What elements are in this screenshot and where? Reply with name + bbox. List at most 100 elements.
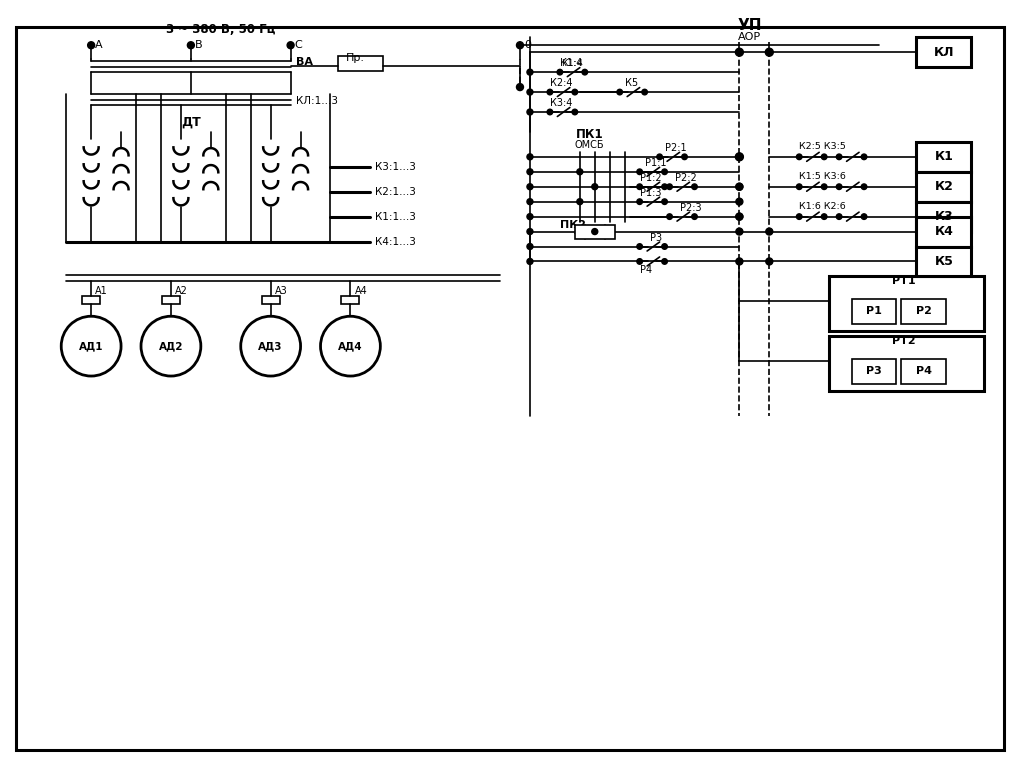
Text: К4: К4 — [934, 225, 954, 238]
Circle shape — [736, 213, 743, 220]
Circle shape — [836, 184, 842, 189]
Text: Пр.: Пр. — [345, 54, 365, 63]
Text: Р2: Р2 — [916, 307, 932, 317]
Circle shape — [241, 317, 300, 376]
Text: УП: УП — [737, 18, 761, 33]
Bar — [829, 336, 984, 391]
Circle shape — [527, 154, 532, 160]
Text: Р1:1: Р1:1 — [645, 158, 666, 168]
Circle shape — [765, 228, 773, 235]
Text: 3 ~ 380 В, 50 Гц: 3 ~ 380 В, 50 Гц — [167, 23, 276, 36]
Bar — [917, 142, 971, 171]
Circle shape — [736, 183, 743, 190]
Text: В: В — [195, 40, 202, 50]
Text: А3: А3 — [275, 286, 287, 296]
Bar — [901, 359, 946, 383]
Bar — [341, 296, 360, 304]
Circle shape — [527, 89, 532, 95]
Circle shape — [637, 258, 643, 265]
Circle shape — [765, 258, 773, 265]
Circle shape — [682, 154, 688, 160]
Circle shape — [527, 199, 532, 205]
Circle shape — [572, 109, 577, 115]
Circle shape — [187, 42, 194, 49]
Circle shape — [547, 89, 553, 95]
Text: АД1: АД1 — [79, 341, 103, 352]
Circle shape — [796, 154, 802, 160]
Circle shape — [141, 317, 201, 376]
Text: С: С — [294, 40, 303, 50]
Circle shape — [736, 228, 743, 235]
Circle shape — [637, 184, 643, 189]
Bar — [829, 276, 984, 331]
Circle shape — [796, 184, 802, 189]
Circle shape — [527, 213, 532, 220]
Text: К1:4: К1:4 — [560, 58, 583, 68]
Circle shape — [592, 184, 598, 189]
Text: К3:1...3: К3:1...3 — [375, 161, 416, 171]
Circle shape — [736, 48, 743, 56]
Text: А1: А1 — [95, 286, 108, 296]
Bar — [917, 247, 971, 276]
Text: К2:5 К3:5: К2:5 К3:5 — [799, 142, 846, 151]
Circle shape — [617, 89, 622, 95]
Text: АД2: АД2 — [158, 341, 183, 352]
Circle shape — [662, 169, 667, 175]
Circle shape — [527, 258, 532, 265]
Text: Р3: Р3 — [866, 366, 882, 376]
Circle shape — [516, 42, 523, 49]
Circle shape — [666, 214, 672, 220]
Circle shape — [657, 154, 662, 160]
Circle shape — [582, 69, 588, 75]
Circle shape — [576, 169, 583, 175]
Text: 0: 0 — [524, 40, 531, 50]
Circle shape — [642, 89, 647, 95]
Text: ПК2: ПК2 — [560, 220, 586, 230]
Circle shape — [662, 258, 667, 265]
Circle shape — [557, 69, 563, 75]
Circle shape — [765, 48, 774, 56]
Text: Р1:2: Р1:2 — [640, 173, 661, 183]
Text: К1:6 К2:6: К1:6 К2:6 — [799, 203, 846, 211]
Circle shape — [666, 184, 672, 189]
Circle shape — [736, 154, 743, 161]
Text: ДТ: ДТ — [181, 116, 200, 129]
Text: АД3: АД3 — [259, 341, 283, 352]
Text: К4:1...3: К4:1...3 — [375, 237, 416, 247]
Text: Р4: Р4 — [916, 366, 932, 376]
Circle shape — [692, 184, 697, 189]
Text: РТ1: РТ1 — [892, 276, 916, 286]
Text: Р4: Р4 — [640, 265, 652, 275]
Text: Р2:2: Р2:2 — [675, 173, 696, 183]
Circle shape — [527, 169, 532, 175]
Text: АД4: АД4 — [338, 341, 363, 352]
Circle shape — [637, 199, 643, 204]
Circle shape — [662, 184, 667, 189]
Bar — [917, 171, 971, 202]
Circle shape — [662, 199, 667, 204]
Circle shape — [822, 154, 827, 160]
Circle shape — [862, 154, 867, 160]
Circle shape — [321, 317, 380, 376]
Text: ВА: ВА — [295, 57, 313, 68]
Text: ПК1: ПК1 — [576, 128, 604, 141]
Circle shape — [527, 184, 532, 189]
Text: Р3: Р3 — [650, 233, 662, 243]
Bar — [917, 202, 971, 231]
Circle shape — [527, 244, 532, 250]
Circle shape — [736, 198, 743, 205]
Text: А: А — [95, 40, 103, 50]
Circle shape — [822, 214, 827, 220]
Text: К2:4: К2:4 — [550, 78, 572, 88]
Bar — [917, 37, 971, 68]
Text: АОР: АОР — [738, 33, 761, 42]
Circle shape — [516, 84, 523, 91]
Circle shape — [736, 153, 743, 161]
Circle shape — [862, 214, 867, 220]
Circle shape — [61, 317, 121, 376]
Text: К5: К5 — [624, 78, 638, 88]
Bar — [851, 359, 896, 383]
Text: К2: К2 — [934, 180, 954, 193]
Circle shape — [287, 42, 294, 49]
Bar — [262, 296, 280, 304]
